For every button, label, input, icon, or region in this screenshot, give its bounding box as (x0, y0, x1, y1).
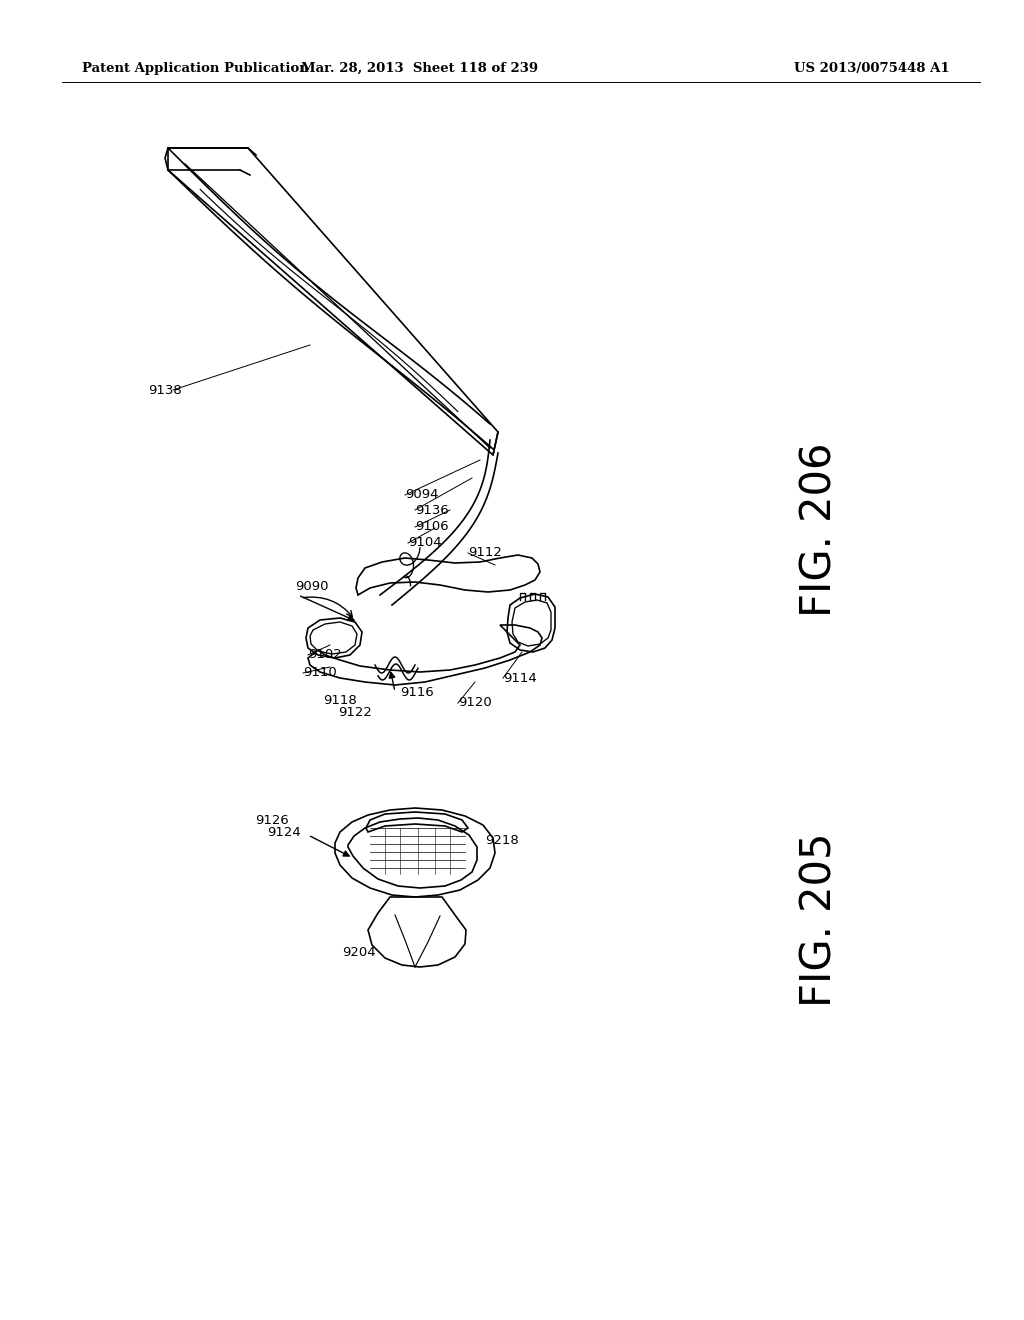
Text: 9094: 9094 (406, 488, 438, 502)
Text: 9218: 9218 (485, 833, 519, 846)
Text: 9204: 9204 (342, 945, 376, 958)
Text: 9122: 9122 (338, 706, 372, 719)
Text: 9136: 9136 (415, 503, 449, 516)
Text: Mar. 28, 2013  Sheet 118 of 239: Mar. 28, 2013 Sheet 118 of 239 (301, 62, 539, 75)
Text: 9114: 9114 (503, 672, 537, 685)
Text: 9126: 9126 (255, 813, 289, 826)
Text: 9102: 9102 (308, 648, 342, 661)
Text: 9120: 9120 (458, 697, 492, 710)
Text: FIG. 205: FIG. 205 (799, 833, 841, 1007)
Text: US 2013/0075448 A1: US 2013/0075448 A1 (795, 62, 950, 75)
Text: 9124: 9124 (267, 825, 301, 838)
Text: Patent Application Publication: Patent Application Publication (82, 62, 309, 75)
Text: FIG. 206: FIG. 206 (799, 442, 841, 618)
Text: 9112: 9112 (468, 546, 502, 560)
Text: 9106: 9106 (415, 520, 449, 533)
Text: 9090: 9090 (295, 581, 329, 594)
Text: 9118: 9118 (323, 693, 356, 706)
Text: 9104: 9104 (408, 536, 441, 549)
Text: 9116: 9116 (400, 686, 434, 700)
Text: 9110: 9110 (303, 667, 337, 680)
Text: 9138: 9138 (148, 384, 181, 396)
